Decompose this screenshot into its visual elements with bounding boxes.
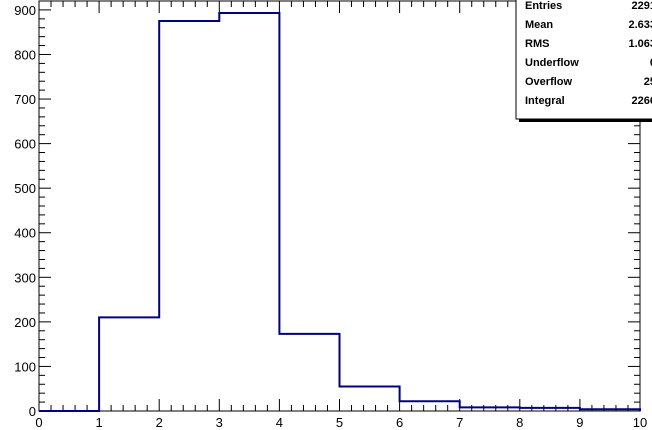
- stats-box: Entries 2291 Mean 2.633 RMS 1.063 Underflow 0 Ov…: [515, 0, 652, 122]
- x-axis-labels: 0 1 2 3 4 5 6 7 8 9 10: [35, 415, 647, 430]
- x-tick-label: 3: [216, 415, 223, 430]
- stats-value: 2266: [632, 95, 652, 107]
- stats-value: 0: [650, 57, 652, 69]
- y-tick-label: 500: [14, 181, 36, 196]
- stats-label: Underflow: [525, 57, 579, 69]
- stats-box-frame: [515, 0, 652, 120]
- x-tick-label: 5: [336, 415, 343, 430]
- y-tick-label: 800: [14, 47, 36, 62]
- y-tick-label: 0: [29, 404, 36, 419]
- stats-value: 1.063: [628, 38, 652, 50]
- x-tick-label: 0: [35, 415, 42, 430]
- y-tick-label: 900: [14, 3, 36, 18]
- x-tick-label: 9: [576, 415, 583, 430]
- y-tick-label: 600: [14, 137, 36, 152]
- x-tick-label: 6: [396, 415, 403, 430]
- x-tick-label: 1: [95, 415, 102, 430]
- x-tick-label: 10: [633, 415, 647, 430]
- y-tick-label: 300: [14, 270, 36, 285]
- x-tick-label: 8: [516, 415, 523, 430]
- stats-label: Integral: [525, 95, 565, 107]
- stats-value: 2.633: [628, 19, 652, 31]
- y-tick-label: 100: [14, 359, 36, 374]
- stats-label: RMS: [525, 38, 549, 50]
- stats-label: Overflow: [525, 76, 573, 88]
- x-tick-label: 7: [456, 415, 463, 430]
- stats-value: 25: [644, 76, 652, 88]
- y-tick-label: 200: [14, 315, 36, 330]
- y-axis-labels: 0 100 200 300 400 500 600 700 800 900: [14, 3, 36, 419]
- histogram-series: [39, 12, 641, 412]
- stats-value: 2291: [632, 0, 652, 12]
- y-tick-label: 400: [14, 226, 36, 241]
- y-tick-label: 700: [14, 92, 36, 107]
- stats-label: Mean: [525, 19, 553, 31]
- x-tick-label: 4: [276, 415, 283, 430]
- x-tick-label: 2: [156, 415, 163, 430]
- stats-label: Entries: [525, 0, 562, 12]
